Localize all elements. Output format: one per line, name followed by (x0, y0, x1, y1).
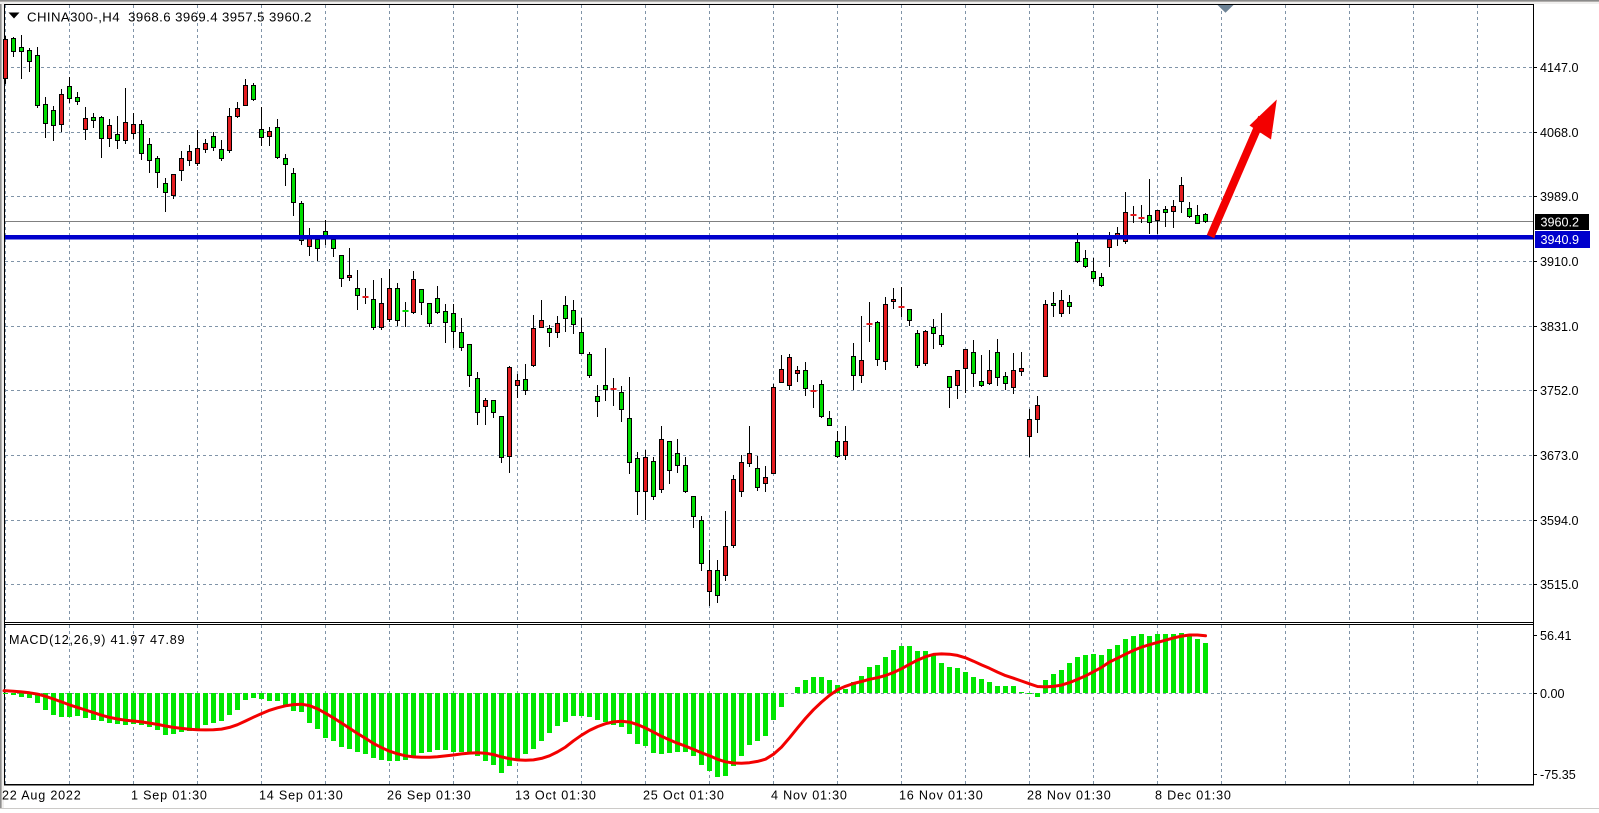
svg-text:22 Aug 2022: 22 Aug 2022 (2, 789, 82, 803)
svg-text:8 Dec 01:30: 8 Dec 01:30 (1155, 789, 1232, 803)
svg-text:3989.0: 3989.0 (1540, 190, 1579, 204)
svg-text:3752.0: 3752.0 (1540, 384, 1579, 398)
svg-text:28 Nov 01:30: 28 Nov 01:30 (1027, 789, 1112, 803)
svg-text:3673.0: 3673.0 (1540, 449, 1579, 463)
svg-text:3831.0: 3831.0 (1540, 320, 1579, 334)
svg-text:16 Nov 01:30: 16 Nov 01:30 (899, 789, 984, 803)
svg-text:-75.35: -75.35 (1540, 768, 1576, 782)
svg-text:25 Oct 01:30: 25 Oct 01:30 (643, 789, 725, 803)
svg-text:3960.2: 3960.2 (1541, 216, 1580, 230)
svg-text:4 Nov 01:30: 4 Nov 01:30 (771, 789, 848, 803)
svg-text:0.00: 0.00 (1540, 687, 1565, 701)
svg-text:14 Sep 01:30: 14 Sep 01:30 (259, 789, 344, 803)
svg-text:CHINA300-,H4 3968.6 3969.4 39: CHINA300-,H4 3968.6 3969.4 3957.5 3960.2 (27, 10, 312, 25)
svg-text:3594.0: 3594.0 (1540, 514, 1579, 528)
svg-text:3940.9: 3940.9 (1541, 233, 1580, 247)
svg-text:3515.0: 3515.0 (1540, 578, 1579, 592)
svg-text:4147.0: 4147.0 (1540, 61, 1579, 75)
svg-text:26 Sep 01:30: 26 Sep 01:30 (387, 789, 472, 803)
svg-text:MACD(12,26,9) 41.97 47.89: MACD(12,26,9) 41.97 47.89 (9, 633, 185, 647)
svg-text:56.41: 56.41 (1540, 629, 1572, 643)
svg-text:1 Sep 01:30: 1 Sep 01:30 (131, 789, 208, 803)
svg-text:13 Oct 01:30: 13 Oct 01:30 (515, 789, 597, 803)
svg-text:4068.0: 4068.0 (1540, 126, 1579, 140)
svg-text:3910.0: 3910.0 (1540, 255, 1579, 269)
